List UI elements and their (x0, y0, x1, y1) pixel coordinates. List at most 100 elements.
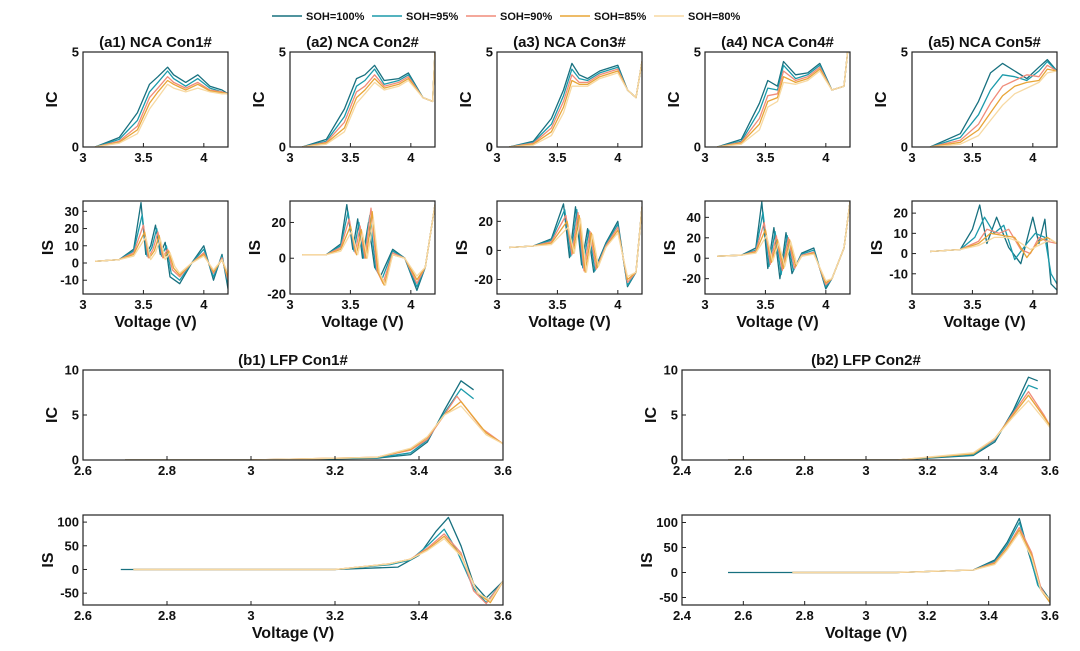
y-tick-label: 5 (72, 45, 79, 60)
legend-label: SOH=90% (500, 11, 552, 23)
x-tick-label: 3.5 (548, 297, 566, 312)
y-tick-label: 5 (671, 408, 678, 423)
x-tick-label: 3.4 (980, 608, 999, 623)
x-tick-label: 3 (247, 463, 254, 478)
x-tick-label: 3.6 (1041, 608, 1059, 623)
series-line-soh-1 (929, 60, 1057, 147)
y-tick-label: -50 (659, 590, 678, 605)
axes-frame (289, 200, 436, 295)
chart-title: (a3) NCA Con3# (513, 34, 626, 51)
legend-item: SOH=100% (272, 11, 365, 23)
series-group (302, 203, 435, 292)
y-tick-label: 0 (901, 140, 908, 155)
chart-title: (a1) NCA Con1# (99, 34, 212, 51)
x-tick-label: 3 (908, 297, 915, 312)
series-line-soh-4 (94, 83, 228, 147)
chart-title: (a2) NCA Con2# (306, 34, 419, 51)
x-tick-label: 3.6 (494, 463, 512, 478)
x-tick-label: 2.6 (74, 463, 92, 478)
axes-frame (911, 51, 1058, 148)
series-group (930, 204, 1057, 291)
y-tick-label: 100 (656, 515, 678, 530)
x-tick-label: 3 (286, 297, 293, 312)
y-tick-label: 0 (72, 256, 79, 271)
x-tick-label: 3.6 (494, 608, 512, 623)
chart-panel-a3-is: 3 3.5 4 -20 0 20 IS Voltage (V) (454, 200, 643, 331)
chart-panel-a5-ic: 3 3.5 4 0 5 (a5) NCA Con5# IC (873, 34, 1058, 165)
series-line-soh-4 (133, 538, 503, 601)
x-tick-label: 3.5 (134, 297, 152, 312)
x-tick-label: 2.4 (673, 463, 692, 478)
y-tick-label: 0 (486, 140, 493, 155)
y-tick-label: 0 (72, 562, 79, 577)
axes-frame (496, 200, 643, 295)
y-tick-label: 5 (694, 45, 701, 60)
x-tick-label: 4 (407, 150, 415, 165)
x-tick-label: 3 (862, 463, 869, 478)
y-axis-label: IC (44, 91, 61, 107)
x-tick-label: 3.4 (410, 608, 429, 623)
legend-label: SOH=85% (594, 11, 646, 23)
x-tick-label: 2.8 (796, 608, 814, 623)
series-group (95, 202, 228, 289)
series-group (728, 517, 1050, 603)
y-tick-label: 5 (72, 408, 79, 423)
x-tick-label: 3.5 (756, 297, 774, 312)
y-tick-label: 0 (901, 246, 908, 261)
y-tick-label: 0 (671, 565, 678, 580)
chart-panel-a2-ic: 3 3.5 4 0 5 (a2) NCA Con2# IC (251, 34, 436, 165)
chart-panel-b1-ic: 2.6 2.8 3 3.2 3.4 3.6 0 5 10 (b1) LFP Con1# IC (44, 352, 512, 478)
series-group (508, 61, 642, 147)
legend-item: SOH=95% (372, 11, 458, 23)
x-axis-label: Voltage (V) (321, 314, 403, 331)
x-tick-label: 3 (247, 608, 254, 623)
y-tick-label: 50 (65, 538, 79, 553)
x-tick-label: 2.6 (74, 608, 92, 623)
series-line-soh-0 (94, 66, 228, 147)
x-tick-label: 3.4 (410, 463, 429, 478)
x-tick-label: 3.2 (326, 463, 344, 478)
chart-panel-b2-is: 2.4 2.6 2.8 3 3.2 3.4 3.6 -50 0 50 100 IS Voltage (V… (639, 514, 1059, 642)
y-axis-label: IC (643, 407, 660, 423)
y-tick-label: -20 (474, 272, 493, 287)
chart-title: (b1) LFP Con1# (238, 352, 348, 369)
y-tick-label: 10 (664, 363, 678, 378)
series-line-soh-4 (792, 531, 1050, 601)
x-tick-label: 3.4 (980, 463, 999, 478)
y-tick-label: 20 (894, 206, 908, 221)
series-group (301, 52, 435, 147)
y-tick-label: 0 (694, 140, 701, 155)
series-group (125, 380, 503, 460)
x-tick-label: 2.6 (734, 463, 752, 478)
x-tick-label: 3.5 (963, 150, 981, 165)
x-axis-label: Voltage (V) (114, 314, 196, 331)
legend: SOH=100% SOH=95% SOH=90% SOH=85% SOH=80% (272, 11, 740, 23)
y-tick-label: 0 (72, 453, 79, 468)
x-axis-label: Voltage (V) (825, 625, 907, 642)
y-tick-label: -10 (60, 273, 79, 288)
y-tick-label: 20 (272, 215, 286, 230)
y-tick-label: 0 (279, 140, 286, 155)
x-axis-label: Voltage (V) (528, 314, 610, 331)
series-group (716, 52, 849, 147)
x-tick-label: 3 (701, 150, 708, 165)
x-tick-label: 3.5 (341, 150, 359, 165)
series-line-soh-4 (509, 206, 642, 278)
axes-frame (82, 51, 229, 148)
chart-panel-b2-ic: 2.4 2.6 2.8 3 3.2 3.4 3.6 0 5 10 (b2) LFP Con2# IC (643, 352, 1059, 478)
axes-frame (496, 51, 643, 148)
plot-area (497, 52, 642, 147)
x-axis-label: Voltage (V) (736, 314, 818, 331)
plot-area (83, 52, 228, 147)
y-tick-label: 50 (664, 540, 678, 555)
y-tick-label: 20 (687, 230, 701, 245)
series-line-soh-4 (125, 405, 503, 460)
axes-frame (82, 514, 504, 606)
chart-panel-a2-is: 3 3.5 4 -20 0 20 IS Voltage (V) (247, 200, 436, 331)
plot-area (912, 201, 1057, 294)
plot-area (290, 52, 435, 147)
x-tick-label: 3.2 (326, 608, 344, 623)
y-tick-label: 30 (65, 204, 79, 219)
legend-item: SOH=90% (466, 11, 552, 23)
x-tick-label: 3 (493, 150, 500, 165)
